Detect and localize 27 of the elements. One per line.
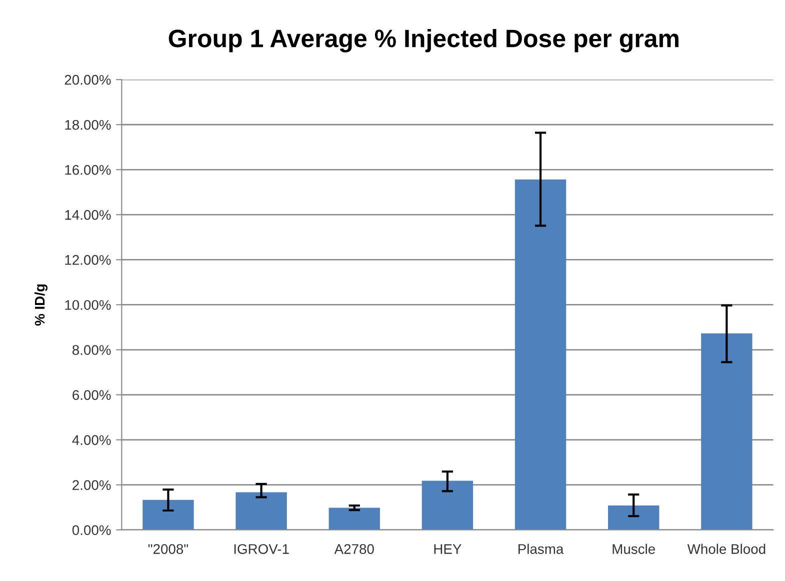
- bar: [142, 500, 194, 530]
- y-tick-label: 12.00%: [65, 255, 111, 265]
- y-tick-label: 18.00%: [65, 120, 111, 130]
- bar: [701, 333, 752, 530]
- y-tick-label: 6.00%: [72, 390, 111, 400]
- x-tick-label: IGROV-1: [234, 544, 289, 554]
- y-tick-label: 14.00%: [65, 210, 111, 220]
- x-tick-label: HEY: [434, 544, 462, 554]
- y-axis-title: % ID/g: [34, 284, 48, 326]
- x-tick-label: Whole Blood: [687, 544, 766, 554]
- bar: [328, 508, 380, 530]
- bar: [608, 506, 660, 530]
- y-tick-label: 10.00%: [65, 300, 111, 310]
- y-tick-label: 4.00%: [72, 435, 111, 445]
- x-tick-label: Plasma: [518, 544, 564, 554]
- y-tick-label: 20.00%: [64, 74, 111, 85]
- x-tick-label: A2780: [334, 544, 374, 554]
- chart-title: Group 1 Average % Injected Dose per gram: [168, 28, 678, 52]
- y-tick-label: 8.00%: [72, 345, 111, 355]
- bar: [514, 180, 566, 530]
- bar: [422, 480, 474, 530]
- y-tick-label: 16.00%: [65, 164, 111, 175]
- y-tick-label: 0.00%: [72, 525, 111, 536]
- x-tick-label: Muscle: [612, 544, 655, 554]
- y-tick-label: 2.00%: [72, 480, 111, 490]
- x-tick-label: "2008": [148, 544, 188, 554]
- bar: [236, 492, 287, 530]
